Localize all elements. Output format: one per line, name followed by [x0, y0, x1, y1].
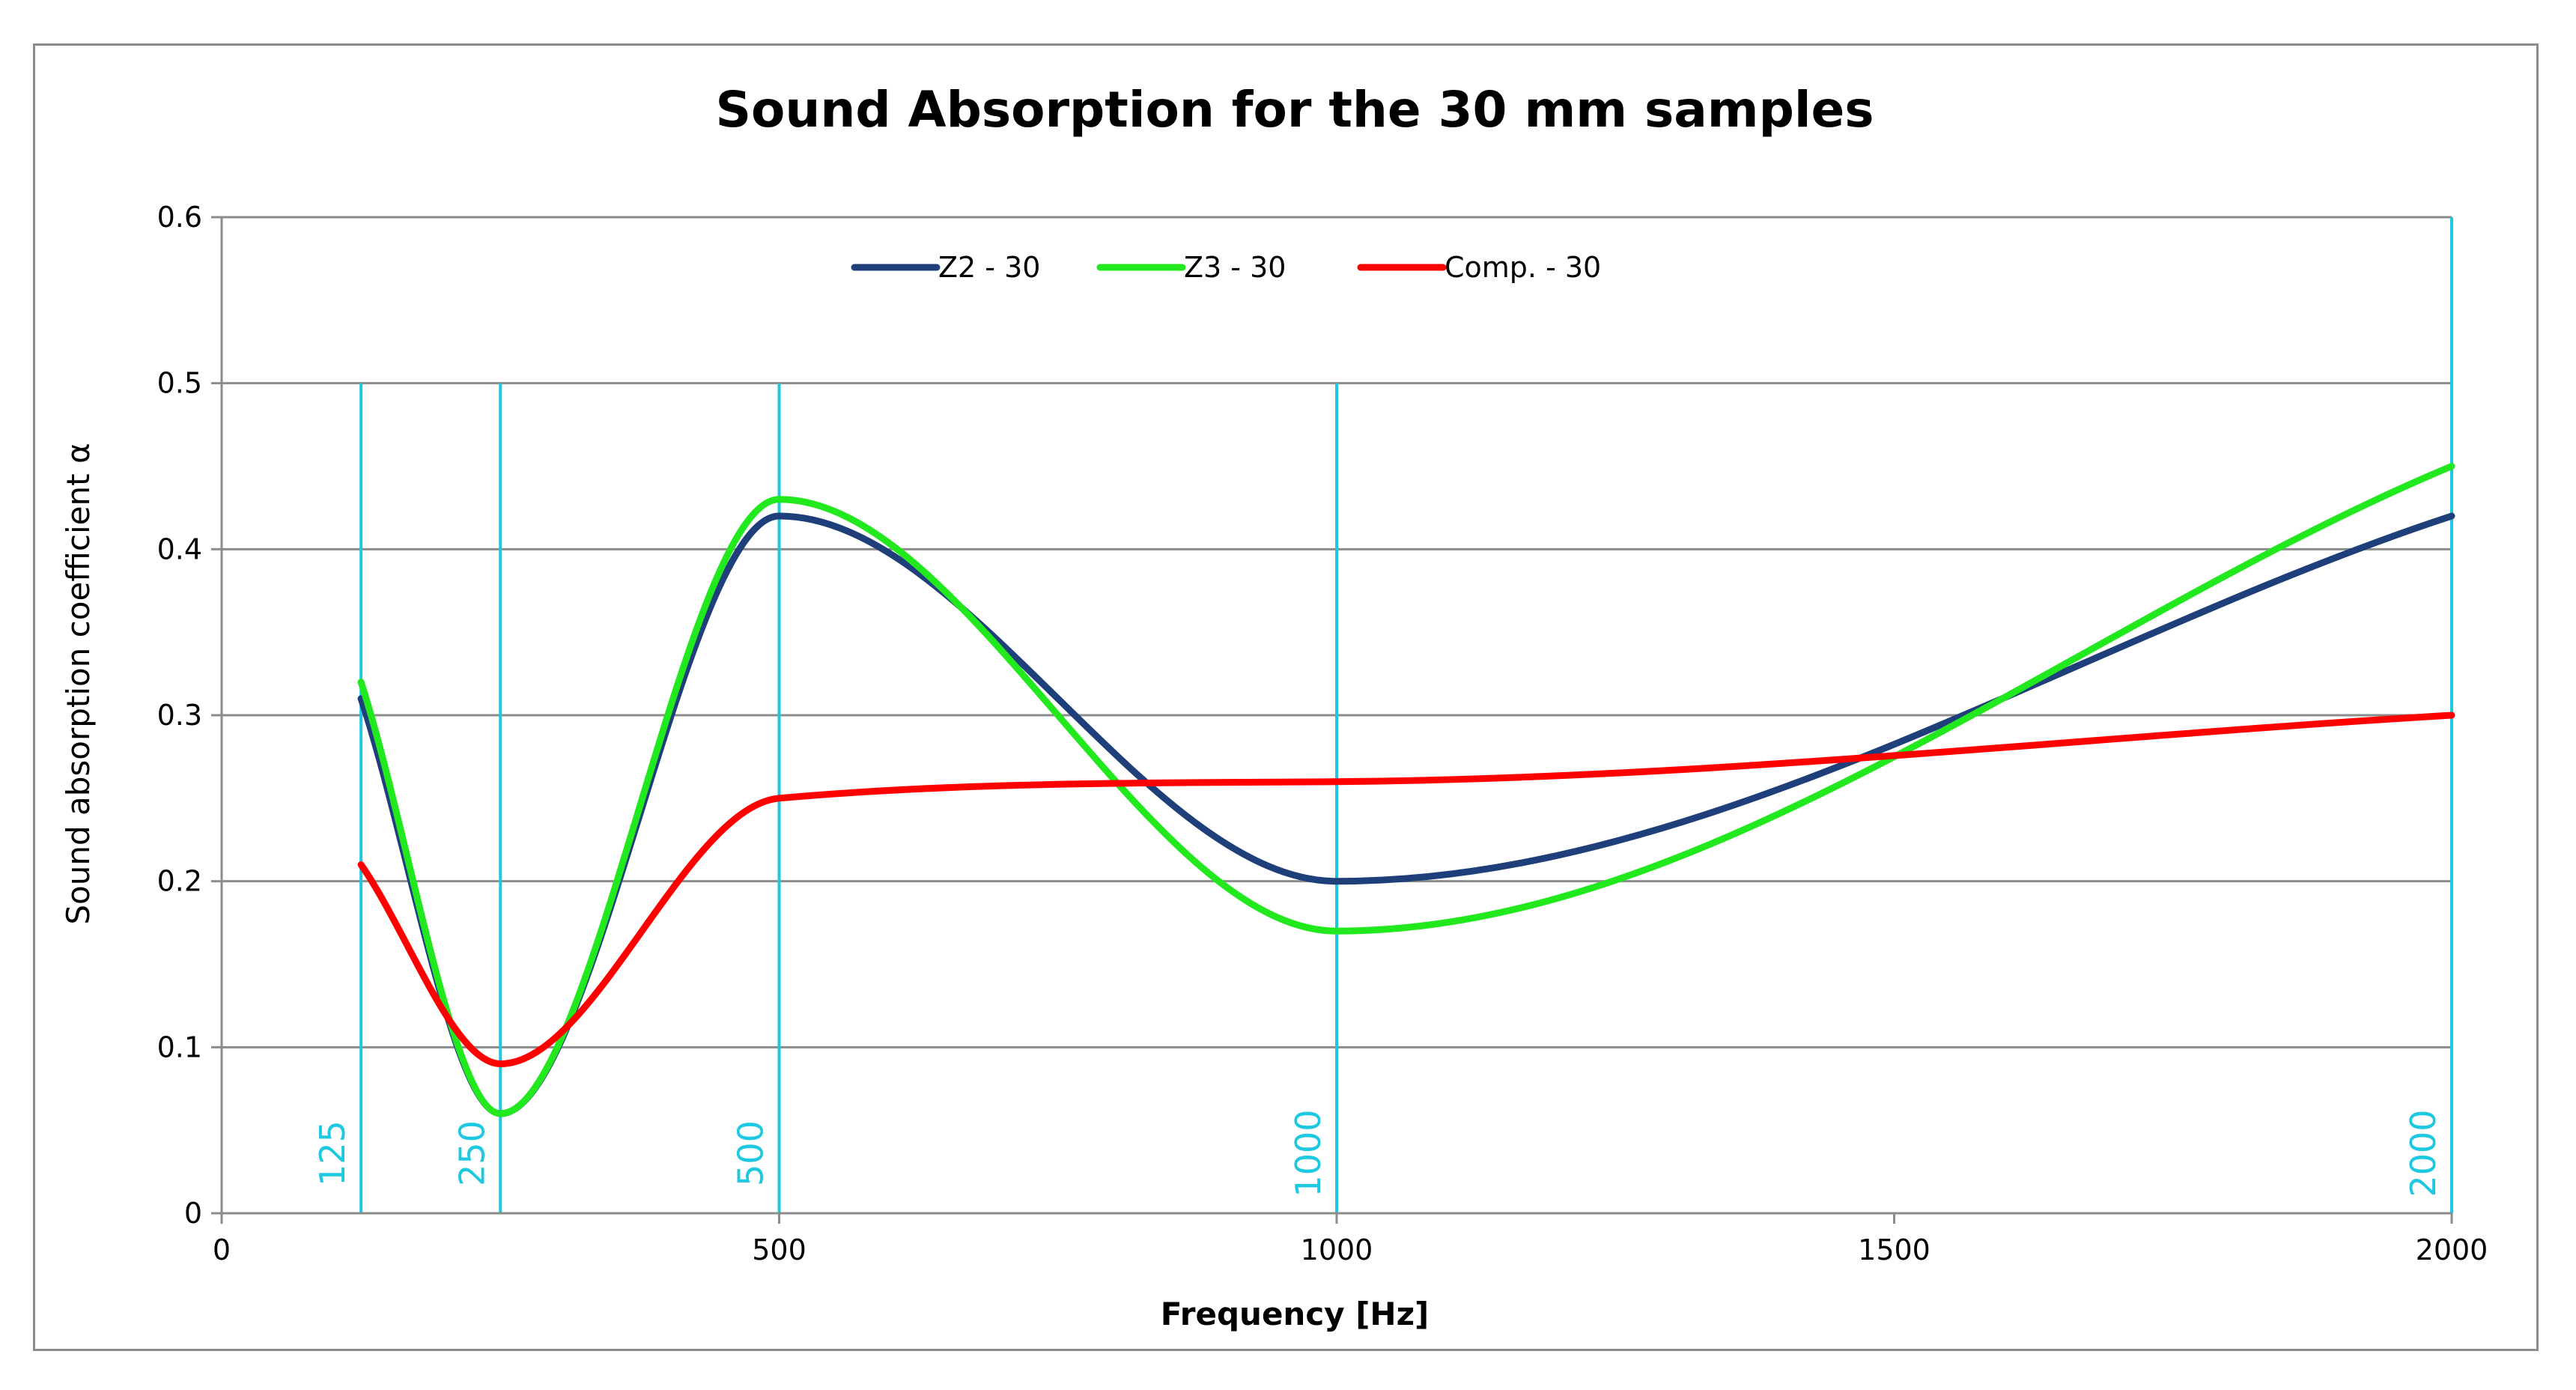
y-tick-label: 0.4: [157, 532, 202, 565]
series-line-z3-30: [357, 463, 2455, 1117]
series-line-comp-30: [357, 711, 2455, 1067]
y-tick-label: 0.1: [157, 1031, 202, 1063]
chart-svg: Sound Absorption for the 30 mm samples 1…: [60, 81, 2488, 1332]
y-axis-label: Sound absorption coefficient α: [60, 443, 97, 924]
y-tick-label: 0.5: [157, 367, 202, 400]
y-tick-label: 0: [184, 1197, 202, 1230]
axis-layer: 0 0.1 0.2 0.3 0.4 0.5 0.6 0 500 1000 1500 2000: [157, 201, 2488, 1266]
legend-label-z3-30: Z3 - 30: [1184, 251, 1286, 284]
x-axis-label: Frequency [Hz]: [1161, 1296, 1429, 1332]
series-line-z2-30: [357, 512, 2455, 1117]
legend-label-z2-30: Z2 - 30: [938, 251, 1040, 284]
x-tick-label: 1000: [1301, 1233, 1373, 1266]
y-tick-label: 0.2: [157, 865, 202, 898]
frequency-marker-label: 250: [452, 1120, 492, 1186]
chart-frame: Sound Absorption for the 30 mm samples 1…: [33, 43, 2539, 1351]
frequency-marker-label: 2000: [2403, 1109, 2443, 1197]
legend-label-comp-30: Comp. - 30: [1445, 251, 1601, 284]
chart-title: Sound Absorption for the 30 mm samples: [715, 81, 1874, 139]
y-tick-label: 0.3: [157, 699, 202, 732]
x-tick-label: 0: [213, 1233, 231, 1266]
frequency-marker-label: 500: [731, 1120, 771, 1186]
x-tick-label: 1500: [1858, 1233, 1931, 1266]
x-tick-label: 2000: [2416, 1233, 2488, 1266]
series-layer: [357, 463, 2455, 1117]
y-tick-label: 0.6: [157, 201, 202, 234]
legend: Z2 - 30 Z3 - 30 Comp. - 30: [851, 251, 1601, 284]
x-tick-label: 500: [752, 1233, 806, 1266]
marker-layer: 125 250 500 1000 2000: [312, 217, 2453, 1213]
frequency-marker-label: 125: [312, 1120, 353, 1186]
frequency-marker-label: 1000: [1288, 1109, 1328, 1197]
